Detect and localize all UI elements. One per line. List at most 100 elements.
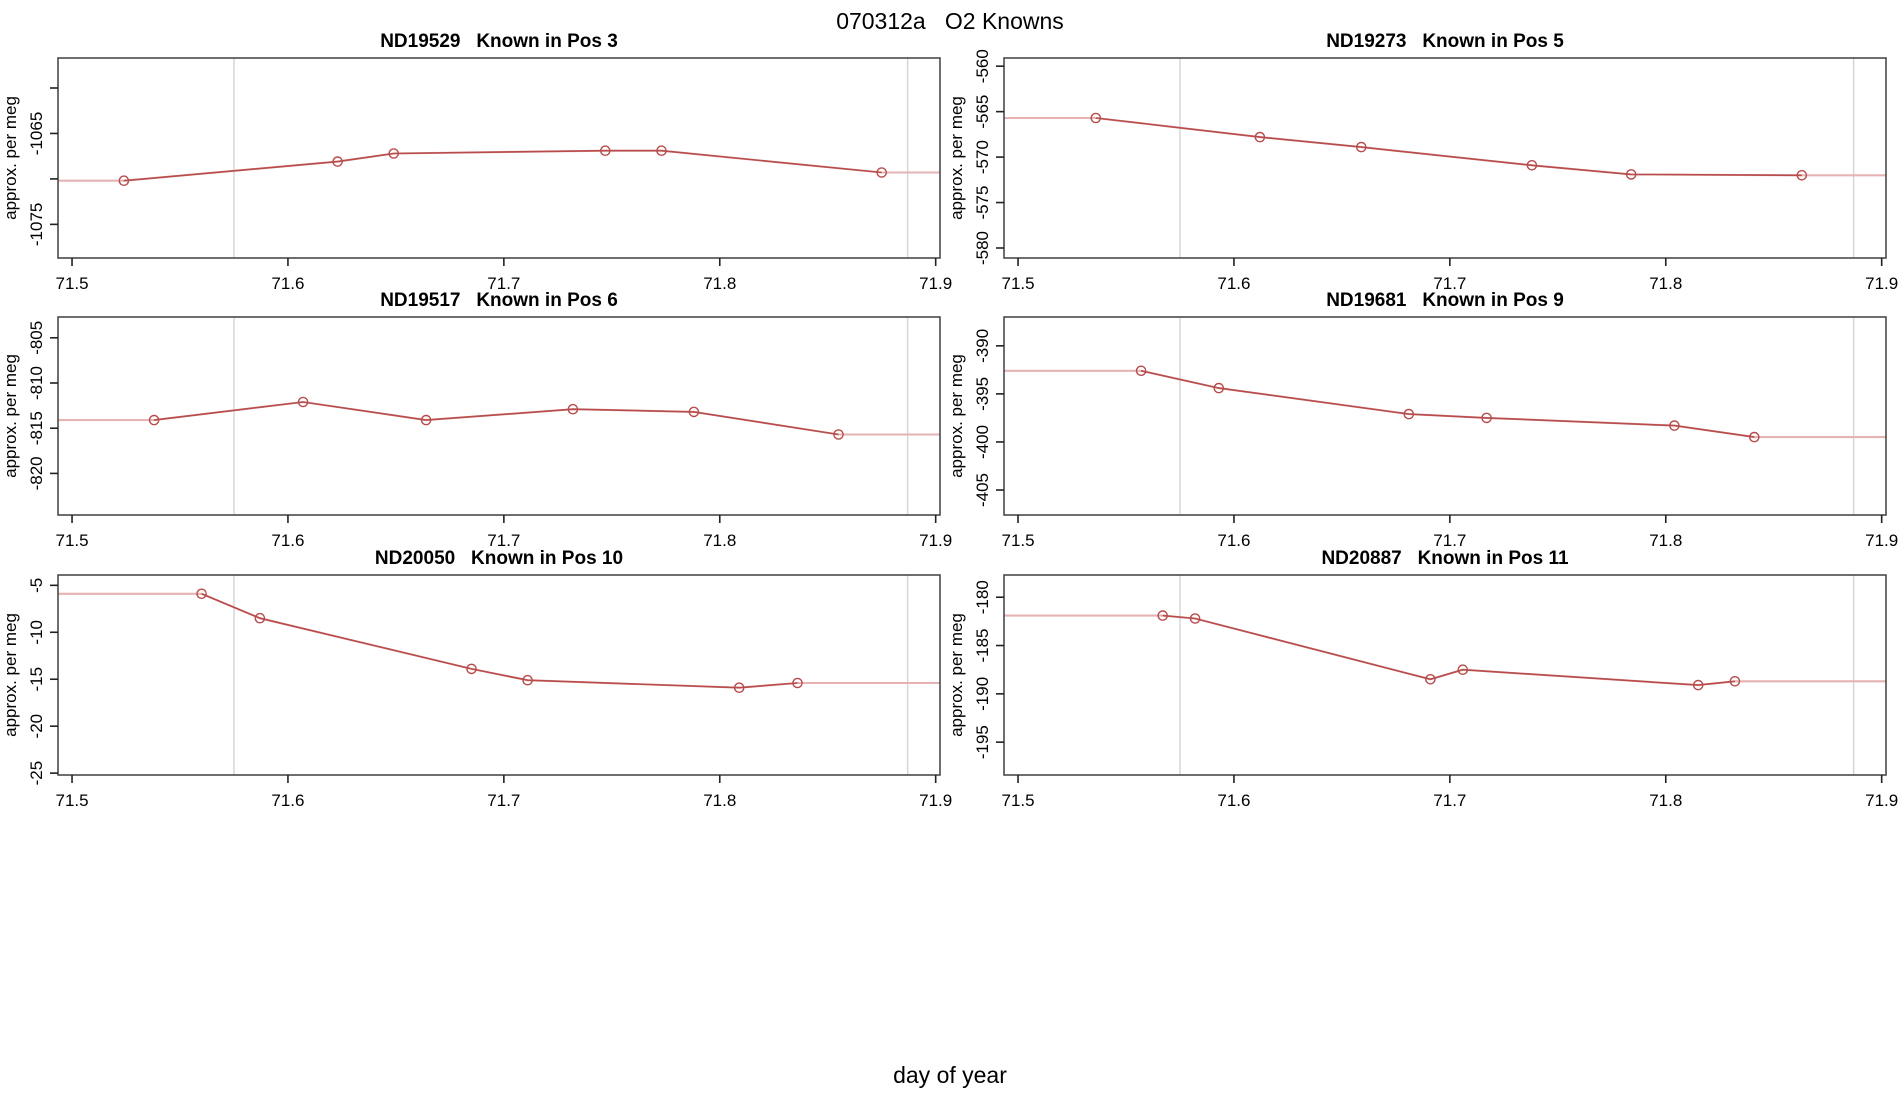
data-point bbox=[420, 414, 432, 426]
series-line bbox=[1095, 117, 1802, 177]
series-line-light bbox=[1004, 369, 1886, 439]
subplot-title: ND19273 Known in Pos 5 bbox=[1326, 31, 1564, 52]
subplot-ND19273: 71.5 71.6 71.7 71.8 71.9 -560 -565 -570 -575 -580… bbox=[947, 31, 1898, 293]
y-tick-label: -5 bbox=[27, 578, 46, 593]
subplot-ND19529: 71.5 71.6 71.7 71.8 71.9 -1065 -1075 approx. pe… bbox=[1, 31, 952, 293]
series-line bbox=[154, 401, 839, 436]
subplot-ND20887: 71.5 71.6 71.7 71.8 71.9 -180 -185 -190 -195 appr… bbox=[947, 548, 1898, 810]
subplot-title: ND19529 Known in Pos 3 bbox=[380, 31, 618, 52]
y-tick-label: -580 bbox=[973, 231, 992, 265]
x-tick-label: 71.8 bbox=[703, 531, 736, 550]
y-tick-label: -390 bbox=[973, 329, 992, 363]
page-title: 070312a O2 Knowns bbox=[836, 8, 1064, 34]
x-tick-label: 71.6 bbox=[1217, 791, 1250, 810]
x-tick-label: 71.5 bbox=[55, 791, 88, 810]
data-point bbox=[1729, 676, 1741, 687]
plot-box bbox=[1003, 57, 1887, 259]
y-tick-label: -15 bbox=[27, 667, 46, 692]
x-tick-label: 71.8 bbox=[703, 791, 736, 810]
data-point bbox=[833, 429, 844, 440]
y-tick-label: -815 bbox=[27, 411, 46, 445]
x-tick-label: 71.8 bbox=[1649, 791, 1682, 810]
y-axis-label: approx. per meg bbox=[1, 96, 20, 220]
series-line bbox=[201, 593, 798, 689]
x-tick-label: 71.8 bbox=[703, 274, 736, 293]
data-point bbox=[1481, 412, 1492, 424]
y-tick-label: -10 bbox=[27, 620, 46, 645]
data-point bbox=[1135, 365, 1147, 377]
x-tick-label: 71.5 bbox=[55, 531, 88, 550]
data-point bbox=[332, 156, 343, 167]
y-axis-label: approx. per meg bbox=[947, 96, 966, 220]
subplot-title: ND19517 Known in Pos 6 bbox=[380, 290, 618, 311]
data-point bbox=[1457, 664, 1469, 676]
subplot-ND19517: 71.5 71.6 71.7 71.8 71.9 -805 -810 -815 -820 appr… bbox=[1, 290, 952, 550]
data-point bbox=[196, 588, 207, 600]
data-point bbox=[118, 175, 130, 186]
data-point bbox=[297, 396, 309, 408]
series-line bbox=[123, 149, 882, 182]
y-axis-label: approx. per meg bbox=[947, 354, 966, 478]
data-point bbox=[876, 167, 888, 178]
plot-box bbox=[1003, 574, 1887, 776]
x-tick-label: 71.6 bbox=[271, 791, 304, 810]
data-point bbox=[792, 677, 803, 689]
x-tick-label: 71.7 bbox=[1433, 274, 1466, 293]
plot-box bbox=[1003, 316, 1887, 516]
x-tick-label: 71.9 bbox=[919, 791, 952, 810]
x-tick-label: 71.6 bbox=[1217, 274, 1250, 293]
y-tick-label: -820 bbox=[27, 456, 46, 490]
y-tick-label: -1065 bbox=[27, 112, 46, 155]
x-tick-label: 71.7 bbox=[487, 791, 520, 810]
y-tick-label: -560 bbox=[973, 49, 992, 83]
x-tick-label: 71.5 bbox=[1001, 274, 1034, 293]
data-point bbox=[388, 148, 400, 159]
y-tick-label: -570 bbox=[973, 140, 992, 174]
data-point bbox=[1254, 131, 1266, 143]
subplot-ND19681: 71.5 71.6 71.7 71.8 71.9 -390 -395 -400 -405 appr… bbox=[947, 290, 1898, 550]
subplot-title: ND20050 Known in Pos 10 bbox=[375, 548, 623, 569]
series-line-light bbox=[58, 592, 940, 689]
data-point bbox=[1669, 420, 1680, 431]
y-tick-label: -805 bbox=[27, 321, 46, 355]
data-point bbox=[1625, 169, 1637, 180]
data-point bbox=[254, 612, 266, 624]
series-line bbox=[1140, 370, 1755, 438]
x-tick-label: 71.5 bbox=[55, 274, 88, 293]
x-tick-label: 71.9 bbox=[919, 531, 952, 550]
x-tick-label: 71.7 bbox=[1433, 791, 1466, 810]
x-tick-label: 71.9 bbox=[1865, 531, 1898, 550]
data-point bbox=[1425, 674, 1436, 685]
data-point bbox=[567, 403, 579, 415]
x-tick-label: 71.8 bbox=[1649, 531, 1682, 550]
y-tick-label: -180 bbox=[973, 580, 992, 614]
data-point bbox=[1213, 382, 1225, 394]
x-tick-label: 71.9 bbox=[1865, 791, 1898, 810]
x-tick-label: 71.5 bbox=[1001, 531, 1034, 550]
x-tick-label: 71.6 bbox=[1217, 531, 1250, 550]
x-axis-title: day of year bbox=[893, 1062, 1007, 1088]
y-tick-label: -195 bbox=[973, 725, 992, 759]
data-point bbox=[148, 414, 160, 426]
series-line bbox=[1162, 614, 1735, 686]
y-tick-label: -20 bbox=[27, 714, 46, 739]
data-point bbox=[656, 145, 667, 156]
x-tick-label: 71.9 bbox=[1865, 274, 1898, 293]
data-point bbox=[733, 682, 745, 694]
y-tick-label: -1075 bbox=[27, 203, 46, 246]
plot-box bbox=[57, 316, 941, 516]
y-tick-label: -25 bbox=[27, 761, 46, 786]
series-line-light bbox=[1004, 116, 1886, 177]
data-point bbox=[1356, 141, 1367, 153]
data-point bbox=[1189, 613, 1201, 624]
data-point bbox=[466, 663, 477, 675]
x-tick-label: 71.8 bbox=[1649, 274, 1682, 293]
data-point bbox=[600, 145, 611, 156]
x-tick-label: 71.7 bbox=[1433, 531, 1466, 550]
data-point bbox=[522, 674, 533, 686]
data-point bbox=[688, 406, 700, 418]
y-tick-label: -575 bbox=[973, 186, 992, 220]
y-tick-label: -395 bbox=[973, 377, 992, 411]
x-tick-label: 71.6 bbox=[271, 274, 304, 293]
y-axis-label: approx. per meg bbox=[1, 354, 20, 478]
